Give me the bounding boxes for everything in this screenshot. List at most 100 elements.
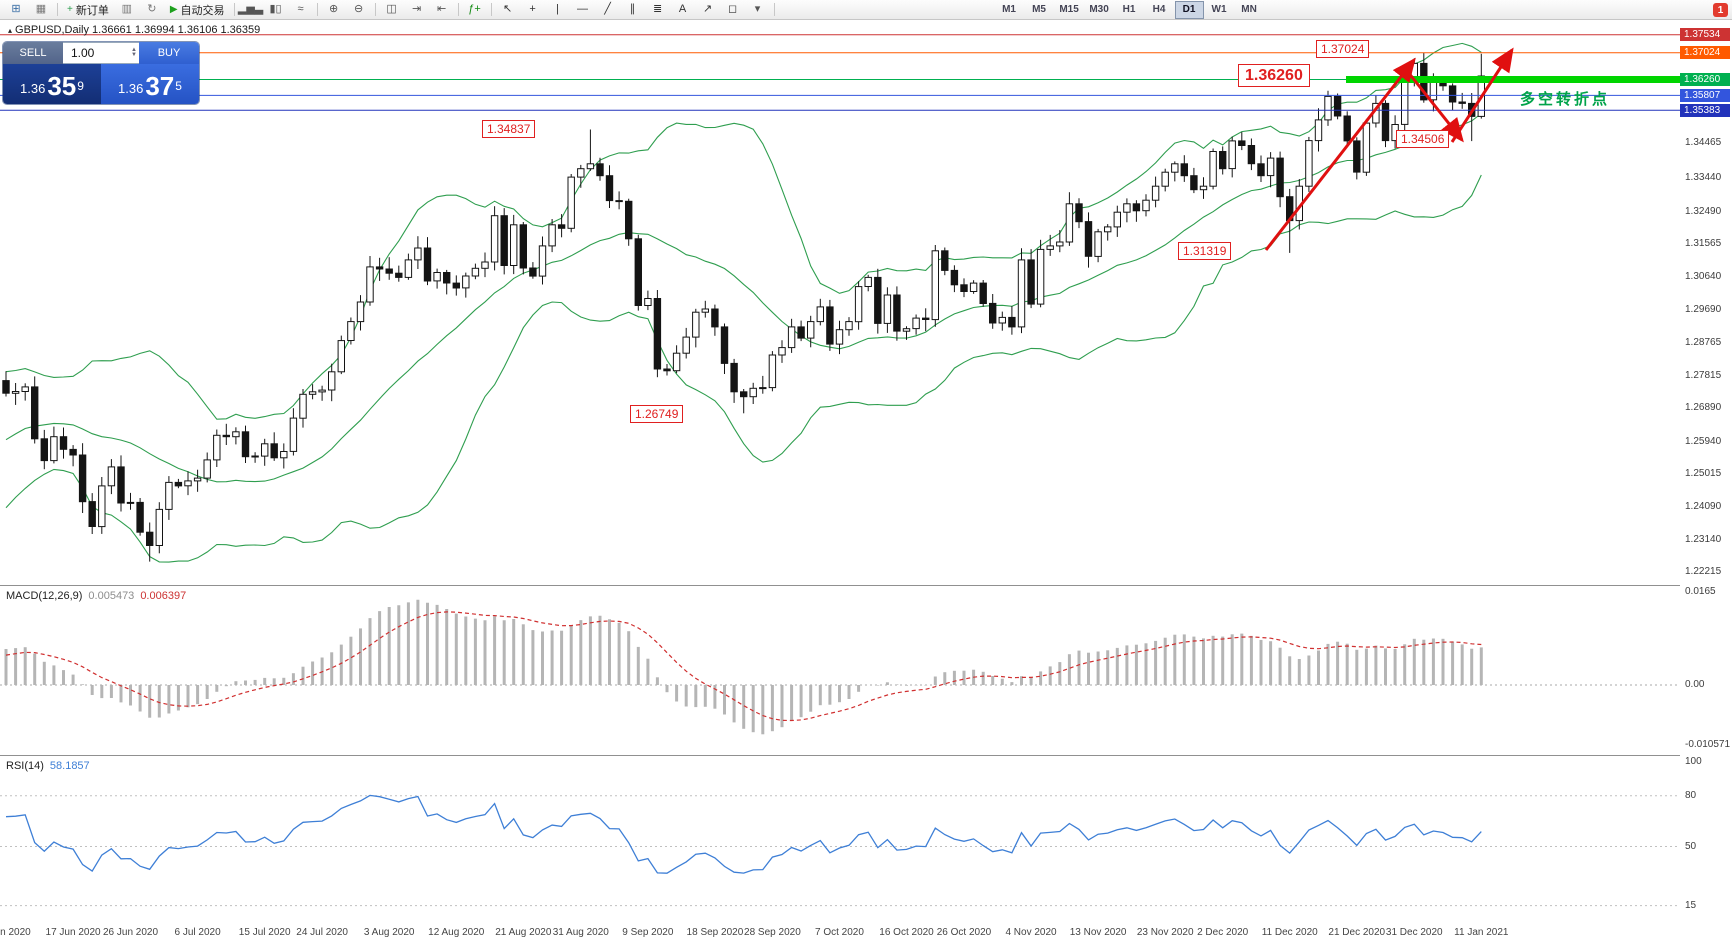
rsi-axis-label: 100 <box>1685 756 1702 767</box>
date-axis-label: 12 Aug 2020 <box>428 927 485 938</box>
price-axis-label: 1.25015 <box>1685 468 1722 480</box>
toolbar-separator <box>233 3 235 16</box>
volume-up-icon[interactable]: ▲ <box>131 47 137 53</box>
text-tool-icon[interactable]: A <box>678 3 687 15</box>
refresh-icon[interactable]: ↻ <box>147 3 157 15</box>
rsi-value: 58.1857 <box>49 760 90 772</box>
timeframe-d1-button[interactable]: D1 <box>1174 0 1204 19</box>
rsi-axis-label: 80 <box>1685 789 1697 801</box>
toolbar-separator <box>57 3 58 16</box>
timeframe-m15-button[interactable]: M15 <box>1059 4 1079 15</box>
auto-scroll-icon[interactable]: ⇥ <box>411 3 422 15</box>
bid-prefix: 1.36 <box>20 81 46 96</box>
zoom-in-icon[interactable]: ⊕ <box>328 3 339 15</box>
volume-down-icon[interactable]: ▼ <box>131 52 137 58</box>
trendline-icon[interactable]: ╱ <box>604 3 611 15</box>
macd-value-main: 0.005473 <box>88 590 135 602</box>
ask-price-button[interactable]: 1.36 37 5 <box>101 64 199 104</box>
notification-badge[interactable]: 1 <box>1713 3 1728 17</box>
chart-ohlc-text: GBPUSD,Daily 1.36661 1.36994 1.36106 1.3… <box>15 24 261 36</box>
macd-axis-label: -0.010571 <box>1685 738 1731 750</box>
zoom-out-icon[interactable]: ⊖ <box>353 3 364 15</box>
timeframe-m5-button[interactable]: M5 <box>1032 4 1046 15</box>
rsi-axis-label: 50 <box>1685 840 1697 852</box>
autotrading-button[interactable]: ▶ 自动交易 <box>165 1 230 18</box>
date-axis-label: 4 Nov 2020 <box>1005 927 1057 938</box>
price-axis[interactable]: 1.34465 1.33440 1.32490 1.31565 1.30640 1.296… <box>1680 20 1732 925</box>
date-axis-label: 15 Jul 2020 <box>238 927 291 938</box>
crosshair-icon[interactable]: + <box>529 3 536 15</box>
toolbar-separator <box>457 3 459 16</box>
one-click-trading-panel: SELL 1.00 ▲ ▼ BUY 1.36 35 9 1.36 37 5 <box>3 42 199 104</box>
fibonacci-icon[interactable]: ≣ <box>652 3 663 15</box>
date-axis-label: 11 Jan 2021 <box>1454 927 1509 938</box>
arrow-tool-icon[interactable]: ↗ <box>702 3 713 15</box>
price-axis-label: 1.25940 <box>1685 435 1722 447</box>
volume-value: 1.00 <box>71 46 95 60</box>
dropdown-icon[interactable]: ▾ <box>754 3 761 15</box>
buy-button[interactable]: BUY <box>139 42 199 64</box>
tile-windows-icon[interactable]: ◫ <box>386 3 397 15</box>
line-chart-icon[interactable]: ≈ <box>297 3 304 15</box>
rsi-axis-label: 15 <box>1685 899 1697 911</box>
chart-canvas[interactable] <box>0 20 1732 940</box>
date-axis-label: 28 Sep 2020 <box>744 927 801 938</box>
price-tag: 1.35383 <box>1680 103 1730 117</box>
date-axis-label: 6 Jul 2020 <box>174 927 221 938</box>
chart-window[interactable]: ▴ GBPUSD,Daily 1.36661 1.36994 1.36106 1.… <box>0 20 1732 940</box>
macd-label: MACD(12,26,9) 0.005473 0.006397 <box>6 590 186 602</box>
price-annotation-label: 1.37024 <box>1316 40 1370 58</box>
price-annotation-label: 1.36260 <box>1238 64 1310 87</box>
timeframe-m1-button[interactable]: M1 <box>1002 4 1016 15</box>
date-axis-label: 16 Oct 2020 <box>879 927 934 938</box>
timeframe-mn-button[interactable]: MN <box>1241 4 1257 15</box>
bar-chart-icon[interactable]: ▂▅▃ <box>237 3 264 15</box>
price-axis-label: 1.26890 <box>1685 402 1722 414</box>
cursor-icon[interactable]: ↖ <box>502 3 513 15</box>
bid-price-button[interactable]: 1.36 35 9 <box>3 64 101 104</box>
date-axis-label: 9 Sep 2020 <box>622 927 674 938</box>
timeframe-m30-button[interactable]: M30 <box>1089 4 1109 15</box>
date-axis-label: 31 Aug 2020 <box>552 927 609 938</box>
price-axis-label: 1.31565 <box>1685 238 1722 250</box>
bid-main: 35 <box>47 71 77 101</box>
timeframe-h4-button[interactable]: H4 <box>1152 4 1166 15</box>
date-axis-label: 31 Dec 2020 <box>1385 927 1443 938</box>
chart-shift-icon[interactable]: ⇤ <box>436 3 447 15</box>
sell-button[interactable]: SELL <box>3 42 63 64</box>
toolbar-separator <box>773 3 775 16</box>
date-axis-label: 21 Aug 2020 <box>495 927 552 938</box>
price-annotation-label: 1.31319 <box>1178 242 1232 260</box>
vertical-line-icon[interactable]: | <box>556 3 559 15</box>
price-annotation-label: 1.34837 <box>482 120 536 138</box>
price-tag: 1.37024 <box>1680 46 1730 60</box>
price-annotation-label: 1.34506 <box>1396 130 1450 148</box>
shapes-icon[interactable]: ◻ <box>727 3 738 15</box>
profiles-icon[interactable]: ▦ <box>35 3 47 15</box>
candlestick-chart-icon[interactable]: ▮▯ <box>269 3 282 15</box>
macd-axis-label: 0.00 <box>1685 679 1705 690</box>
indicators-icon[interactable]: ƒ+ <box>468 3 481 15</box>
price-axis-label: 1.30640 <box>1685 270 1722 282</box>
price-axis-label: 1.29690 <box>1685 304 1722 316</box>
date-axis-label: 23 Nov 2020 <box>1136 927 1194 938</box>
volume-input[interactable]: 1.00 ▲ ▼ <box>63 42 139 64</box>
channel-icon[interactable]: ∥ <box>629 3 636 15</box>
date-axis-label: 24 Jul 2020 <box>296 927 348 938</box>
new-order-button[interactable]: + 新订单 <box>62 1 114 18</box>
price-tag: 1.37534 <box>1680 28 1730 42</box>
autotrading-button-label: 自动交易 <box>180 4 225 17</box>
horizontal-line-icon[interactable]: — <box>577 3 589 15</box>
timeframe-h1-button[interactable]: H1 <box>1122 4 1136 15</box>
timeframe-w1-button[interactable]: W1 <box>1211 4 1227 15</box>
rsi-label: RSI(14) 58.1857 <box>6 760 90 772</box>
chart-list-icon[interactable]: ▥ <box>121 3 133 15</box>
price-axis-label: 1.33440 <box>1685 172 1722 184</box>
date-axis-label: 2 Dec 2020 <box>1197 927 1249 938</box>
volume-stepper[interactable]: ▲ ▼ <box>131 47 137 58</box>
rsi-title: RSI(14) <box>6 760 44 772</box>
new-chart-icon[interactable]: ⊞ <box>11 3 21 15</box>
chart-note-text: 多空转折点 <box>1520 91 1611 108</box>
price-axis-label: 1.22215 <box>1685 566 1722 578</box>
